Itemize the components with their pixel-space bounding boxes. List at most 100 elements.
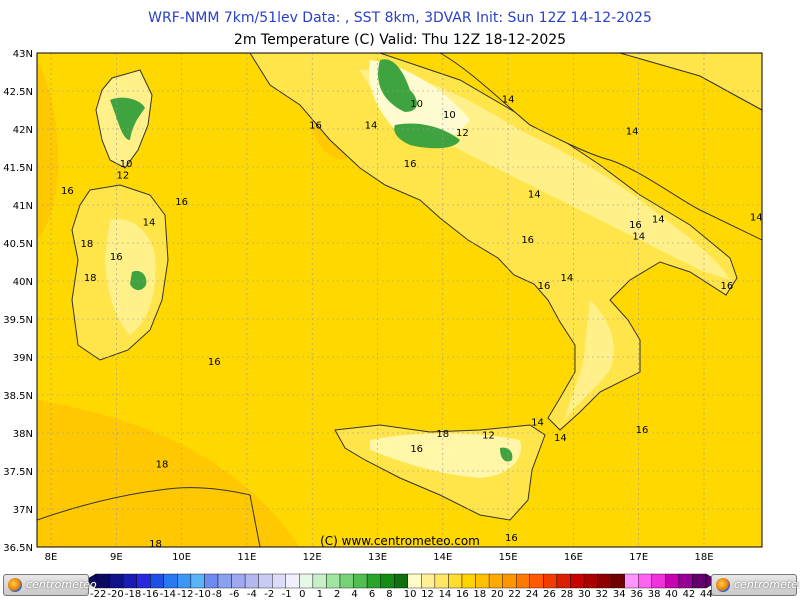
legend-tick-label: 34 [612, 589, 626, 600]
legend-swatch [610, 573, 625, 589]
corsica-8-green [110, 97, 145, 140]
sicily-interior-14 [370, 433, 521, 478]
contour-label: 16 [110, 252, 123, 263]
legend-swatch [638, 573, 652, 589]
logo-globe-icon [8, 578, 22, 592]
legend-swatch [583, 573, 598, 589]
lat-label: 40.5N [3, 239, 33, 250]
contour-label: 16 [208, 357, 221, 368]
legend-tick-label: 44 [700, 589, 713, 600]
legend-swatch [217, 573, 232, 589]
legend-swatch [475, 573, 490, 589]
contour-label: 16 [410, 444, 423, 455]
contour-label: 18 [81, 239, 94, 250]
legend-tick-label: -22 [90, 589, 107, 600]
lon-label: 13E [368, 552, 387, 563]
legend-swatch [190, 573, 205, 589]
contour-label: 14 [632, 231, 645, 242]
centrometeo-logo-right: centrometeo [711, 574, 800, 596]
lat-label: 39.5N [3, 315, 33, 326]
contour-label: 14 [143, 218, 156, 229]
contour-label: 16 [720, 281, 733, 292]
legend-swatch [299, 573, 314, 589]
copyright-text: (C) www.centrometeo.com [320, 534, 480, 548]
sardinia-14 [105, 219, 156, 335]
legend-swatch [502, 573, 517, 589]
legend-swatch [665, 573, 680, 589]
lon-label: 10E [172, 552, 191, 563]
legend-swatch [244, 573, 259, 589]
abruzzo-8-green [378, 59, 417, 112]
etna-8-green [500, 447, 513, 462]
italy-mainland [249, 53, 738, 431]
legend-swatch [150, 573, 164, 589]
lon-label: 16E [564, 552, 583, 563]
legend-swatch [651, 573, 666, 589]
legend-tick-label: 10 [403, 589, 417, 600]
calabria-14 [565, 300, 614, 420]
legend-swatch [136, 573, 151, 589]
contour-label: 14 [531, 418, 544, 429]
matese-8-green [394, 123, 460, 149]
legend-swatch [109, 573, 124, 589]
lon-label: 12E [303, 552, 322, 563]
legend-swatch [366, 573, 381, 589]
legend-tick-label: -18 [124, 589, 142, 600]
lat-label: 41.5N [3, 163, 33, 174]
legend-tick-label: 1 [316, 589, 323, 600]
color-legend [83, 573, 719, 589]
contour-label: 16 [629, 220, 642, 231]
lat-label: 38N [13, 429, 33, 440]
legend-swatch [177, 573, 192, 589]
contour-label: 14 [652, 215, 665, 226]
legend-swatch [448, 573, 463, 589]
legend-tick-label: -14 [159, 589, 177, 600]
legend-swatch [204, 573, 219, 589]
legend-tick-label: 20 [490, 589, 504, 600]
legend-swatch [312, 573, 327, 589]
contour-label: 10 [120, 159, 133, 170]
header-title-model: WRF-NMM 7km/51lev Data: , SST 8km, 3DVAR… [148, 10, 652, 26]
balkan-coast [619, 53, 762, 111]
legend-swatch [272, 573, 286, 589]
legend-tick-label: 22 [508, 589, 522, 600]
legend-tick-label: 38 [647, 589, 661, 600]
legend-swatch [543, 573, 558, 589]
legend-swatch [326, 573, 341, 589]
legend-tick-label: -2 [264, 589, 275, 600]
latitude-labels: 43N 42.5N 42N 41.5N 41N 40.5N 40N 39.5N 39N 38.5N… [3, 49, 33, 554]
lat-label: 36.5N [3, 543, 33, 554]
legend-tick-label: -12 [177, 589, 194, 600]
contour-label: 14 [561, 273, 574, 284]
lon-label: 11E [237, 552, 256, 563]
contour-label: 16 [505, 533, 518, 544]
contour-label: 12 [456, 128, 469, 139]
contour-label: 16 [309, 120, 322, 131]
legend-tick-label: 26 [543, 589, 556, 600]
legend-tick-label: 6 [368, 589, 376, 600]
legend-tick-label: 28 [560, 589, 574, 600]
legend-tick-label: 18 [473, 589, 487, 600]
contour-label: 14 [365, 120, 378, 131]
legend-swatch [529, 573, 544, 589]
logo-text-right: centrometeo [734, 578, 800, 591]
contour-label: 18 [156, 459, 169, 470]
legend-swatch [488, 573, 503, 589]
contour-label: 14 [528, 190, 541, 201]
lon-label: 18E [694, 552, 713, 563]
contour-label: 10 [410, 99, 423, 110]
legend-swatch [692, 573, 707, 589]
legend-tick-label: 4 [351, 589, 358, 600]
legend-tick-label: 12 [421, 589, 434, 600]
legend-tick-label: -20 [107, 589, 124, 600]
legend-swatch [258, 573, 273, 589]
lat-label: 43N [13, 49, 33, 60]
longitude-labels: 8E 9E 10E 11E 12E 13E 14E 15E 16E 17E 18E [45, 552, 714, 563]
legend-tick-label: 2 [334, 589, 341, 600]
lon-label: 14E [433, 552, 452, 563]
legend-swatch [624, 573, 639, 589]
legend-tick-label: 36 [630, 589, 644, 600]
legend-swatch [570, 573, 585, 589]
legend-tick-label: 30 [578, 589, 591, 600]
